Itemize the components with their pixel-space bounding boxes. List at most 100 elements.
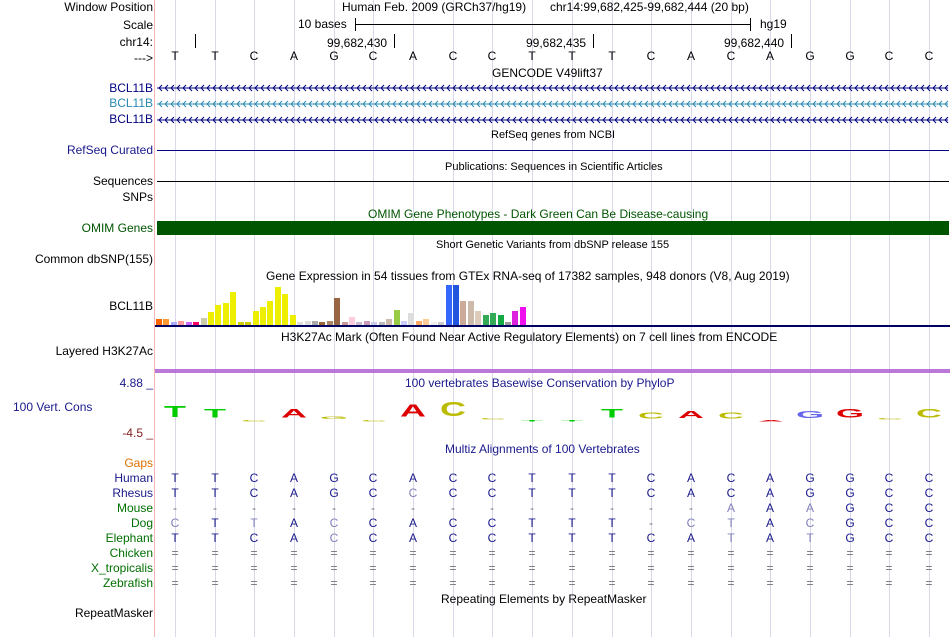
gtex-bar[interactable]: [201, 318, 207, 325]
gene-label[interactable]: BCL11B: [109, 96, 153, 110]
gtex-bar[interactable]: [163, 319, 169, 325]
omim-feature[interactable]: [157, 221, 949, 235]
gtex-label[interactable]: BCL11B: [109, 299, 153, 313]
gtex-bar[interactable]: [305, 321, 311, 325]
gtex-bar[interactable]: [408, 313, 414, 325]
gtex-bar[interactable]: [186, 322, 192, 325]
h3k27ac-signal[interactable]: [155, 369, 950, 373]
species-label[interactable]: Rhesus: [112, 486, 153, 500]
dbsnp-label[interactable]: Common dbSNP(155): [34, 252, 153, 266]
gtex-bar[interactable]: [282, 294, 288, 325]
species-label[interactable]: Chicken: [109, 546, 153, 560]
gtex-bar[interactable]: [416, 321, 422, 325]
gtex-bar[interactable]: [223, 303, 229, 325]
gtex-bar[interactable]: [453, 285, 459, 325]
gtex-bar[interactable]: [349, 317, 355, 325]
gtex-bar[interactable]: [505, 322, 511, 325]
gtex-bar[interactable]: [438, 322, 444, 325]
gene-label[interactable]: BCL11B: [109, 81, 153, 95]
gtex-bar[interactable]: [238, 322, 244, 325]
gtex-bar[interactable]: [319, 322, 325, 325]
dbsnp-track-title[interactable]: Short Genetic Variants from dbSNP releas…: [436, 239, 670, 251]
gtex-bar[interactable]: [156, 319, 162, 325]
refseq-track-title[interactable]: RefSeq genes from NCBI: [491, 129, 616, 141]
repeat-track-title[interactable]: Repeating Elements by RepeatMasker: [441, 592, 647, 606]
gencode-track-title[interactable]: GENCODE V49lift37: [492, 66, 603, 80]
phylop-label[interactable]: 100 Vert. Cons: [13, 400, 93, 414]
pubs-label[interactable]: Sequences: [92, 174, 153, 188]
snps-label[interactable]: SNPs: [122, 190, 153, 204]
gtex-bar[interactable]: [342, 322, 348, 325]
gaps-label[interactable]: Gaps: [124, 456, 153, 470]
refseq-label[interactable]: RefSeq Curated: [66, 143, 153, 157]
species-label[interactable]: Zebrafish: [102, 576, 153, 590]
gtex-bar[interactable]: [394, 310, 400, 325]
species-label[interactable]: Human: [114, 471, 153, 485]
gencode-gene-features[interactable]: [155, 80, 950, 126]
phylop-track-title[interactable]: 100 vertebrates Basewise Conservation by…: [405, 376, 675, 390]
strand-chevron: [572, 84, 577, 92]
gtex-track-title[interactable]: Gene Expression in 54 tissues from GTEx …: [266, 269, 790, 283]
aligned-base: C: [726, 486, 736, 500]
gtex-bar[interactable]: [356, 322, 362, 325]
gtex-bar[interactable]: [327, 321, 333, 325]
gtex-bar[interactable]: [178, 321, 184, 325]
gtex-bar[interactable]: [364, 321, 370, 325]
strand-chevron: [638, 84, 643, 92]
species-label[interactable]: Elephant: [105, 531, 153, 545]
strand-chevron: [554, 84, 559, 92]
gtex-bar[interactable]: [260, 307, 266, 325]
gtex-bar[interactable]: [208, 312, 214, 325]
gtex-bar[interactable]: [253, 311, 259, 325]
pubs-feature[interactable]: [157, 181, 949, 182]
h3k27ac-track-title[interactable]: H3K27Ac Mark (Often Found Near Active Re…: [281, 330, 778, 344]
gtex-bar[interactable]: [460, 301, 466, 325]
phylop-logo: G: [835, 407, 865, 421]
gtex-bar[interactable]: [334, 298, 340, 325]
species-label[interactable]: X_tropicalis: [90, 561, 153, 575]
refseq-feature[interactable]: [157, 150, 949, 151]
aligned-base: -: [649, 516, 653, 530]
gtex-bar[interactable]: [498, 315, 504, 325]
species-label[interactable]: Mouse: [116, 501, 153, 515]
gtex-bar[interactable]: [423, 319, 429, 325]
gtex-bar[interactable]: [468, 301, 474, 325]
gtex-bar[interactable]: [483, 315, 489, 325]
omim-label[interactable]: OMIM Genes: [81, 221, 153, 235]
gtex-bar[interactable]: [230, 292, 236, 325]
gtex-bar[interactable]: [371, 322, 377, 325]
strand-chevron: [872, 100, 877, 108]
strand-chevron: [788, 116, 793, 124]
aligned-base: -: [332, 501, 336, 515]
species-label[interactable]: Dog: [130, 516, 153, 530]
gtex-bar[interactable]: [171, 322, 177, 325]
strand-chevron: [242, 84, 247, 92]
omim-track-title[interactable]: OMIM Gene Phenotypes - Dark Green Can Be…: [368, 207, 709, 221]
repeat-label[interactable]: RepeatMasker: [74, 606, 153, 620]
strand-chevron: [764, 100, 769, 108]
gtex-bar[interactable]: [401, 321, 407, 325]
h3k27ac-label[interactable]: Layered H3K27Ac: [55, 344, 153, 358]
gtex-bar[interactable]: [275, 287, 281, 325]
gene-label[interactable]: BCL11B: [109, 112, 153, 126]
gtex-bar[interactable]: [290, 315, 296, 325]
gtex-bar[interactable]: [490, 313, 496, 325]
gtex-bar[interactable]: [512, 311, 518, 325]
pubs-track-title[interactable]: Publications: Sequences in Scientific Ar…: [445, 161, 663, 173]
multiz-track-title[interactable]: Multiz Alignments of 100 Vertebrates: [445, 442, 640, 456]
gtex-bar[interactable]: [193, 322, 199, 325]
gtex-bar[interactable]: [386, 319, 392, 325]
gtex-bar[interactable]: [297, 322, 303, 325]
gtex-bar[interactable]: [475, 311, 481, 325]
gtex-bar[interactable]: [215, 305, 221, 325]
gtex-bar-chart[interactable]: [155, 282, 950, 325]
gtex-bar[interactable]: [431, 322, 437, 325]
gtex-bar[interactable]: [312, 321, 318, 325]
gtex-bar[interactable]: [267, 301, 273, 325]
gtex-bar[interactable]: [446, 285, 452, 325]
gtex-bar[interactable]: [379, 322, 385, 325]
gtex-bar[interactable]: [245, 322, 251, 325]
gtex-bar[interactable]: [520, 307, 526, 325]
